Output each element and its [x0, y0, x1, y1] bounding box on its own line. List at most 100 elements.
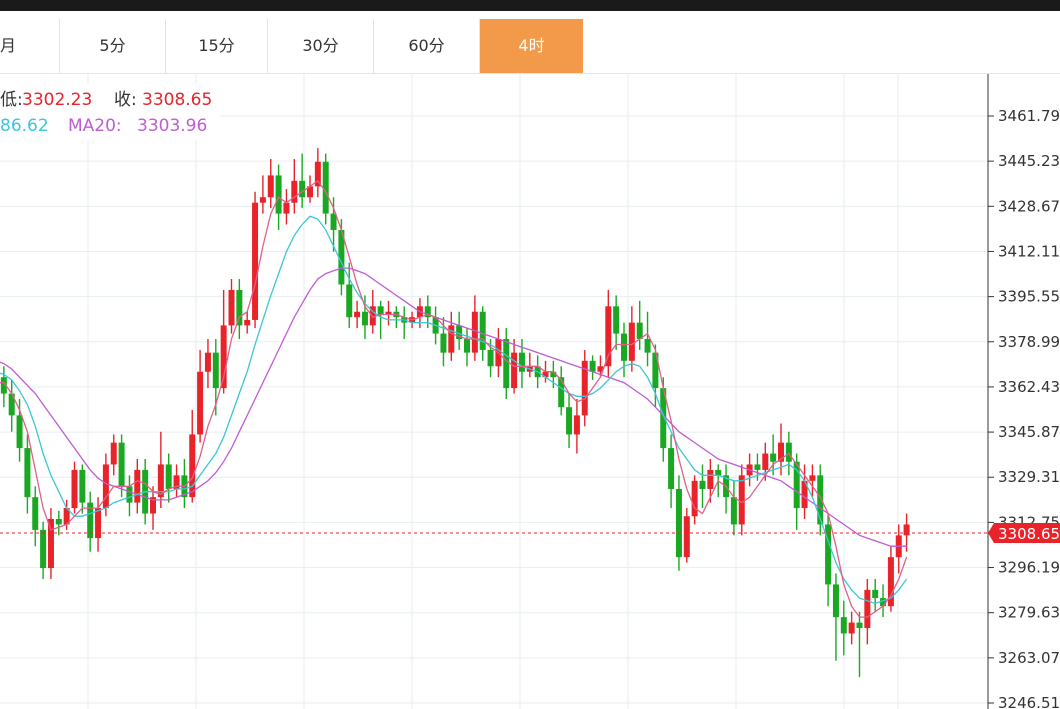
candle-body	[102, 464, 109, 509]
candle-49	[377, 300, 384, 340]
candle-body	[47, 518, 54, 569]
candle-body	[621, 333, 627, 361]
candle-104	[809, 464, 816, 498]
tab-4hour[interactable]: 4时	[480, 19, 583, 73]
candle-body	[778, 442, 784, 462]
candle-35	[267, 159, 274, 209]
candle-body	[730, 497, 737, 525]
candle-body	[267, 175, 274, 198]
candle-71	[550, 360, 557, 389]
candle-60	[464, 328, 470, 367]
candle-17	[126, 475, 133, 517]
candle-20	[150, 486, 156, 530]
legend-ma20-label: MA20:	[68, 116, 122, 136]
candle-body	[848, 622, 855, 634]
candle-103	[801, 464, 808, 519]
candle-body	[361, 311, 368, 326]
candle-97	[754, 453, 761, 481]
candle-43	[330, 197, 337, 252]
candle-body	[71, 469, 78, 509]
y-tick-label-11: 3279.63	[998, 604, 1060, 622]
candle-40	[307, 175, 313, 203]
grid-lines	[0, 74, 988, 709]
candle-body	[40, 529, 47, 569]
candle-body	[503, 339, 510, 389]
candle-body	[809, 475, 816, 481]
candle-3	[16, 399, 23, 462]
candle-body	[903, 524, 910, 536]
tabs-divider	[0, 73, 1060, 74]
candle-body	[550, 371, 557, 378]
candle-body	[338, 229, 345, 285]
candle-body	[825, 524, 832, 585]
candle-body	[518, 352, 525, 372]
candle-body	[110, 442, 117, 465]
candle-body	[369, 306, 376, 326]
period-tabs: 月 5分 15分 30分 60分 4时	[0, 19, 1060, 73]
candle-body	[668, 448, 675, 489]
candle-body	[283, 202, 290, 214]
candle-81	[628, 306, 635, 372]
y-tick-label-4: 3395.55	[998, 288, 1060, 306]
candle-body	[197, 371, 204, 435]
candle-76	[589, 355, 596, 380]
legend-low-value: 3302.23	[22, 90, 92, 110]
candle-body	[150, 497, 156, 514]
tab-30min[interactable]: 30分	[268, 19, 374, 73]
candle-115	[895, 524, 902, 574]
candle-body	[259, 197, 266, 203]
legend-ma20-value: 3303.96	[137, 116, 207, 136]
candle-45	[346, 262, 353, 329]
candle-41	[314, 148, 321, 198]
candle-80	[621, 322, 627, 378]
candle-body	[87, 502, 94, 539]
candle-31	[236, 279, 243, 340]
candle-body	[244, 319, 251, 326]
candle-body	[8, 393, 15, 416]
candle-39	[299, 153, 306, 209]
candle-body	[157, 464, 164, 498]
candle-body	[134, 469, 141, 503]
candle-body	[236, 289, 243, 326]
candle-105	[817, 464, 824, 536]
tab-15min[interactable]: 15分	[166, 19, 268, 73]
y-tick-label-5: 3378.99	[998, 333, 1060, 351]
tab-60min[interactable]: 60分	[374, 19, 480, 73]
candle-body	[79, 469, 86, 503]
candle-body	[613, 306, 620, 334]
candle-6	[40, 521, 47, 579]
candle-59	[456, 311, 463, 350]
candle-body	[228, 289, 235, 326]
candle-body	[424, 306, 431, 318]
candle-body	[605, 306, 612, 367]
candle-body	[220, 325, 227, 389]
candle-21	[157, 431, 164, 509]
y-tick-label-7: 3345.87	[998, 423, 1060, 441]
candle-22	[165, 453, 172, 503]
current-price-value: 3308.65	[998, 525, 1060, 543]
moving-average-lines	[0, 180, 908, 618]
tab-5min[interactable]: 5分	[60, 19, 166, 73]
candle-body	[872, 589, 879, 599]
candle-body	[471, 311, 478, 353]
candle-112	[872, 578, 879, 612]
candle-body	[558, 377, 565, 408]
tab-month[interactable]: 月	[0, 19, 60, 73]
candle-body	[314, 161, 321, 187]
candle-74	[573, 399, 580, 454]
candle-8	[55, 510, 62, 536]
candle-107	[832, 573, 839, 661]
candle-68	[526, 352, 533, 378]
current-price-tag: 3308.65	[988, 523, 1060, 543]
candle-89	[691, 475, 698, 525]
candle-37	[283, 189, 290, 225]
candle-75	[581, 349, 588, 427]
candle-33	[252, 191, 259, 329]
candle-88	[683, 508, 690, 563]
candle-86	[668, 434, 675, 509]
candle-body	[204, 352, 211, 372]
ma20-line	[0, 267, 907, 547]
candle-body	[189, 434, 196, 498]
candle-87	[675, 475, 682, 571]
candle-1	[0, 366, 7, 408]
